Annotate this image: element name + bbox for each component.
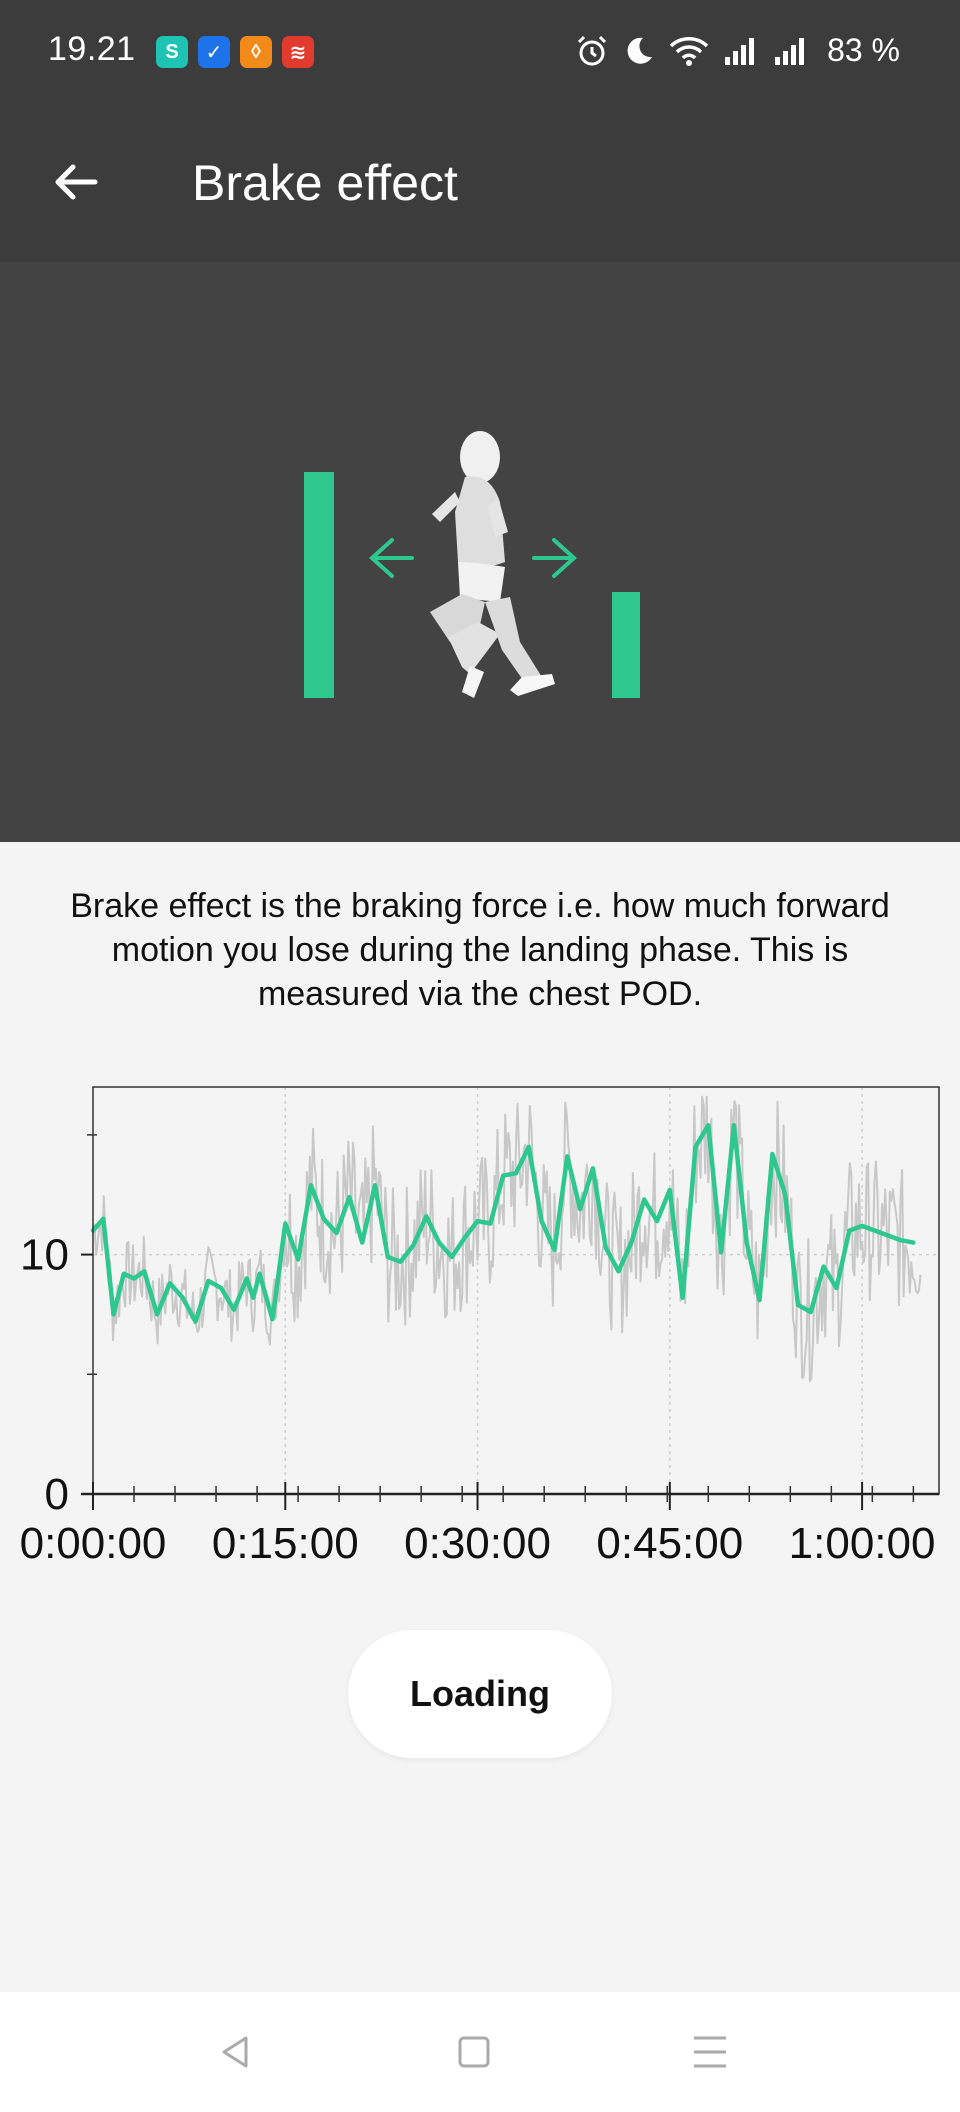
shield-icon: ◊ — [240, 36, 272, 68]
surfshark-icon: S — [156, 36, 188, 68]
y-tick-label: 0 — [45, 1470, 69, 1519]
brake-effect-chart: 0:00:00 0:15:00 0:30:00 0:45:00 1:00:00 0 10 — [0, 1060, 960, 1580]
system-nav-bar — [0, 1992, 960, 2112]
app-bar: Brake effect — [0, 108, 960, 262]
x-tick-label: 0:45:00 — [596, 1519, 743, 1568]
notification-icons: S ✓ ◊ ≋ — [156, 36, 314, 68]
nav-back-button[interactable] — [196, 2022, 276, 2082]
tall-force-bar — [304, 472, 334, 698]
loading-button[interactable]: Loading — [348, 1630, 612, 1758]
signal-icon — [725, 37, 755, 65]
system-status-icons: 83 % — [575, 32, 900, 69]
hero-illustration — [0, 262, 960, 842]
menu-lines-icon — [694, 2036, 726, 2068]
page-title: Brake effect — [192, 155, 458, 211]
x-tick-label: 0:15:00 — [212, 1519, 359, 1568]
short-force-bar — [612, 592, 640, 698]
tasks-icon: ✓ — [198, 36, 230, 68]
arrow-left-icon — [55, 164, 98, 200]
nav-recents-button[interactable] — [670, 2022, 750, 2082]
nav-home-button[interactable] — [434, 2022, 514, 2082]
status-bar: 19.21 S ✓ ◊ ≋ — [0, 0, 960, 108]
arrow-left-icon — [369, 538, 414, 578]
wifi-icon — [669, 36, 709, 66]
x-tick-label: 1:00:00 — [789, 1519, 936, 1568]
brake-effect-illustration — [304, 431, 640, 698]
y-tick-label: 10 — [20, 1231, 69, 1280]
smoothed-series-line — [90, 1123, 916, 1324]
moon-icon — [627, 37, 653, 64]
back-button[interactable] — [40, 146, 112, 218]
battery-percentage: 83 % — [827, 32, 900, 68]
signal-icon — [775, 37, 805, 65]
square-home-icon — [458, 2036, 490, 2068]
chart-svg: 0:00:00 0:15:00 0:30:00 0:45:00 1:00:00 0 10 — [20, 1086, 940, 1568]
description-text: Brake effect is the braking force i.e. h… — [70, 887, 890, 1013]
x-tick-label: 0:30:00 — [404, 1519, 551, 1568]
arrow-right-icon — [532, 538, 577, 578]
x-tick-label: 0:00:00 — [20, 1519, 167, 1568]
triangle-back-icon — [222, 2036, 248, 2068]
status-time: 19.21 — [48, 30, 136, 68]
alarm-icon — [578, 35, 607, 65]
todoist-icon: ≋ — [282, 36, 314, 68]
runner-figure — [430, 431, 555, 698]
